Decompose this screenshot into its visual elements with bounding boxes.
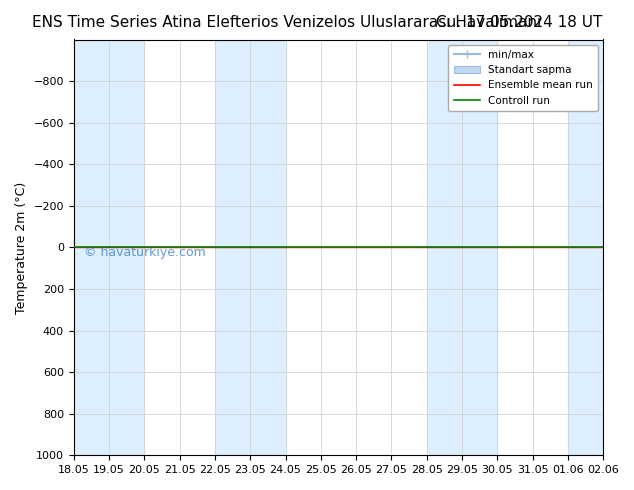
Bar [74,40,145,455]
Text: ENS Time Series Atina Elefterios Venizelos Uluslararası Havalimanı: ENS Time Series Atina Elefterios Venizel… [32,15,541,30]
Bar [215,40,285,455]
Text: © havaturkiye.com: © havaturkiye.com [84,245,206,259]
Y-axis label: Temperature 2m (°C): Temperature 2m (°C) [15,181,28,314]
Bar [427,40,497,455]
Legend: min/max, Standart sapma, Ensemble mean run, Controll run: min/max, Standart sapma, Ensemble mean r… [448,45,598,111]
Text: Cu. 17.05.2024 18 UT: Cu. 17.05.2024 18 UT [436,15,602,30]
Bar [568,40,634,455]
